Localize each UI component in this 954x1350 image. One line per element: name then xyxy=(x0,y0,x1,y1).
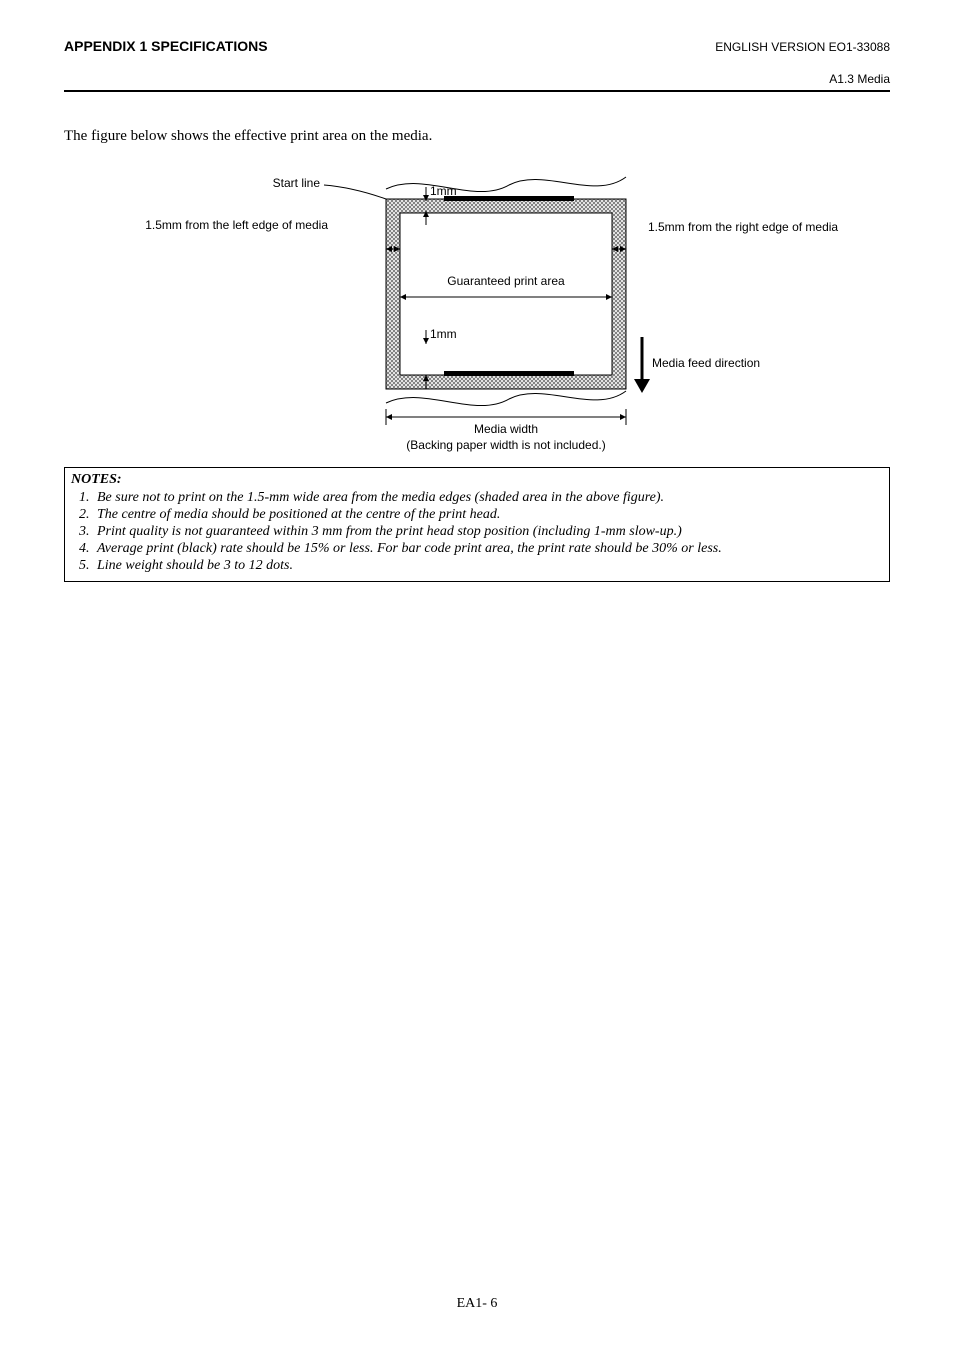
label-start-line: Start line xyxy=(273,176,321,190)
label-top-1mm: 1mm xyxy=(430,184,457,198)
header-sub-right: A1.3 Media xyxy=(64,72,890,86)
note-item: Be sure not to print on the 1.5-mm wide … xyxy=(93,490,883,506)
top-wave xyxy=(386,177,626,192)
notes-box: NOTES: Be sure not to print on the 1.5-m… xyxy=(64,467,890,582)
label-media-width: Media width xyxy=(474,422,538,436)
note-item: Line weight should be 3 to 12 dots. xyxy=(93,558,883,574)
note-item: Print quality is not guaranteed within 3… xyxy=(93,524,883,540)
label-left-edge: 1.5mm from the left edge of media xyxy=(145,218,328,232)
intro-text: The figure below shows the effective pri… xyxy=(64,128,890,145)
guaranteed-print-rect xyxy=(400,213,612,375)
notes-list: Be sure not to print on the 1.5-mm wide … xyxy=(71,490,883,574)
figure-svg: Start line 1mm 1.5mm from the left edge … xyxy=(64,165,890,455)
header-right: ENGLISH VERSION EO1-33088 xyxy=(715,40,890,54)
bottom-black-bar xyxy=(444,371,574,376)
leader-start-line xyxy=(324,185,386,199)
header-row: APPENDIX 1 SPECIFICATIONS ENGLISH VERSIO… xyxy=(64,38,890,54)
notes-title: NOTES: xyxy=(71,472,883,488)
print-area-figure: Start line 1mm 1.5mm from the left edge … xyxy=(64,165,890,455)
label-print-area: Guaranteed print area xyxy=(447,274,565,288)
label-bottom-1mm: 1mm xyxy=(430,327,457,341)
note-item: The centre of media should be positioned… xyxy=(93,507,883,523)
page-number: EA1- 6 xyxy=(0,1296,954,1312)
header-left: APPENDIX 1 SPECIFICATIONS xyxy=(64,38,268,54)
bottom-wave xyxy=(386,391,626,406)
label-backing-note: (Backing paper width is not included.) xyxy=(406,438,605,452)
page: APPENDIX 1 SPECIFICATIONS ENGLISH VERSIO… xyxy=(0,0,954,1350)
label-right-edge: 1.5mm from the right edge of media xyxy=(648,220,838,234)
top-black-bar xyxy=(444,196,574,201)
label-feed-dir: Media feed direction xyxy=(652,356,760,370)
arrow-feed-dir-head xyxy=(634,379,650,393)
note-item: Average print (black) rate should be 15%… xyxy=(93,541,883,557)
header-rule xyxy=(64,90,890,92)
